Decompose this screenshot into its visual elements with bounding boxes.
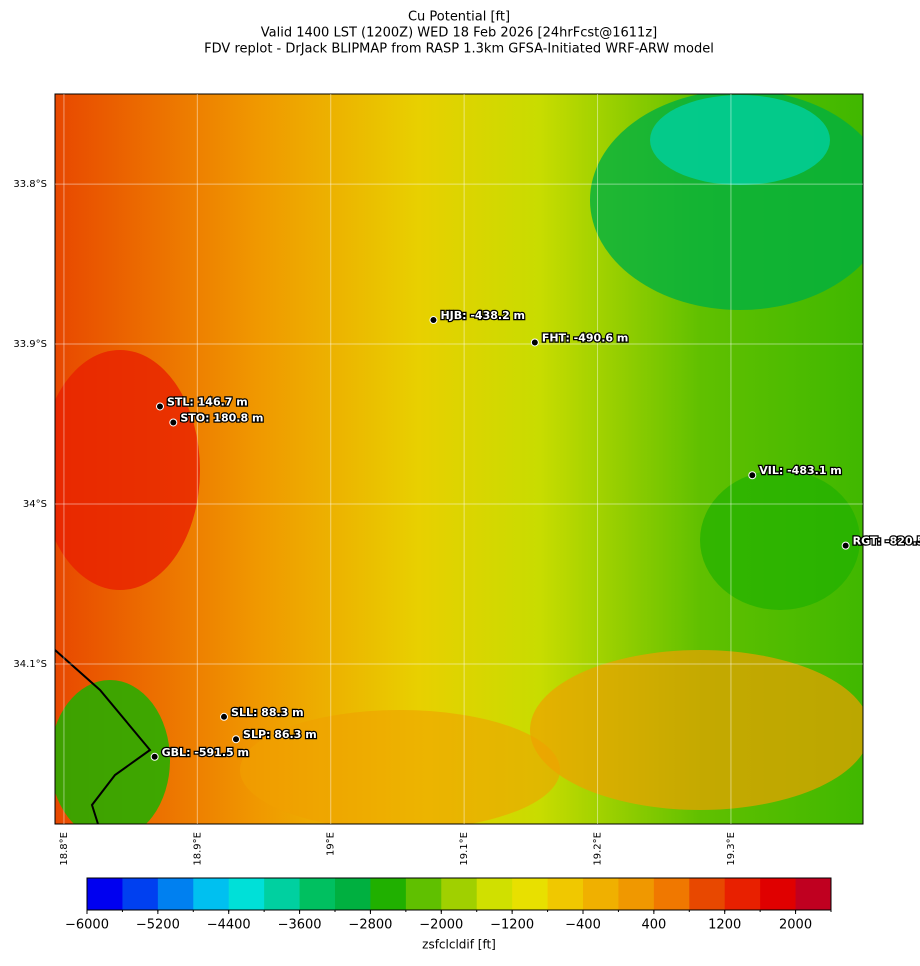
lon-tick-label: 19.1°E bbox=[459, 832, 470, 866]
colorbar-segment bbox=[653, 878, 690, 910]
lon-tick-label: 18.9°E bbox=[192, 832, 203, 866]
station-label: RGT: -820.5 m bbox=[853, 535, 920, 548]
station-label: HJB: -438.2 m bbox=[440, 309, 525, 322]
colorbar-tick-label: −4400 bbox=[207, 918, 251, 933]
colorbar-tick-label: −2000 bbox=[419, 918, 463, 933]
colorbar-segment bbox=[724, 878, 761, 910]
lat-tick-label: 34°S bbox=[23, 499, 47, 510]
station-marker bbox=[530, 338, 539, 347]
colorbar-segment bbox=[795, 878, 832, 910]
lon-tick-label: 19.3°E bbox=[726, 832, 737, 866]
colorbar-segment bbox=[122, 878, 159, 910]
lat-tick-label: 34.1°S bbox=[13, 659, 47, 670]
station-marker bbox=[150, 752, 159, 761]
colorbar-label: zsfclcldif [ft] bbox=[422, 938, 496, 952]
station-marker bbox=[220, 712, 229, 721]
station-marker bbox=[748, 471, 757, 480]
title-line: FDV replot - DrJack BLIPMAP from RASP 1.… bbox=[204, 42, 714, 57]
colorbar-segment bbox=[299, 878, 336, 910]
colorbar-tick-label: 2000 bbox=[779, 918, 812, 933]
station-marker bbox=[169, 418, 178, 427]
colorbar-tick-label: −6000 bbox=[65, 918, 109, 933]
lat-tick-label: 33.9°S bbox=[13, 339, 47, 350]
colorbar-tick-label: −1200 bbox=[490, 918, 534, 933]
station-label: SLP: 86.3 m bbox=[243, 728, 317, 741]
station-label: STL: 146.7 m bbox=[167, 395, 248, 408]
colorbar-tick-label: 400 bbox=[641, 918, 666, 933]
station-label: SLL: 88.3 m bbox=[231, 706, 304, 719]
colorbar-tick-label: −5200 bbox=[136, 918, 180, 933]
map-field bbox=[55, 94, 863, 824]
colorbar-segment bbox=[193, 878, 230, 910]
colorbar-frame bbox=[86, 877, 832, 911]
title-line: Valid 1400 LST (1200Z) WED 18 Feb 2026 [… bbox=[261, 26, 657, 41]
colorbar-segment bbox=[583, 878, 619, 910]
title-line: Cu Potential [ft] bbox=[408, 10, 510, 25]
station-marker bbox=[232, 735, 241, 744]
colorbar-segment bbox=[760, 878, 797, 910]
station-marker bbox=[841, 541, 850, 550]
colorbar-tick-label: −2800 bbox=[348, 918, 392, 933]
station-marker bbox=[429, 316, 438, 325]
lon-tick-label: 18.8°E bbox=[59, 832, 70, 866]
colorbar-segment bbox=[441, 878, 478, 910]
station-label: VIL: -483.1 m bbox=[759, 464, 842, 477]
colorbar-tick-label: −3600 bbox=[278, 918, 322, 933]
colorbar: −6000 −5200 −4400 −3600 −2800 −2000 −1200 −400 4… bbox=[65, 877, 832, 933]
colorbar-segment bbox=[547, 878, 584, 910]
lon-tick-label: 19.2°E bbox=[593, 832, 604, 866]
lat-tick-label: 33.8°S bbox=[13, 179, 47, 190]
colorbar-segment bbox=[370, 878, 407, 910]
station-label: FHT: -490.6 m bbox=[542, 331, 629, 344]
colorbar-tick-label: −400 bbox=[565, 918, 601, 933]
colorbar-segment bbox=[689, 878, 726, 910]
colorbar-segment bbox=[335, 878, 371, 910]
colorbar-segment bbox=[87, 878, 123, 910]
colorbar-tick-label: 1200 bbox=[708, 918, 741, 933]
colorbar-segment bbox=[512, 878, 549, 910]
lon-tick-label: 19°E bbox=[326, 832, 337, 856]
station-marker bbox=[155, 402, 164, 411]
colorbar-segment bbox=[157, 878, 194, 910]
colorbar-segment bbox=[476, 878, 513, 910]
colorbar-segment bbox=[264, 878, 301, 910]
colorbar-segment bbox=[228, 878, 265, 910]
colorbar-segment bbox=[405, 878, 442, 910]
station-label: STO: 180.8 m bbox=[180, 411, 263, 424]
station-label: GBL: -591.5 m bbox=[162, 746, 249, 759]
map-frame bbox=[54, 93, 864, 825]
colorbar-segment bbox=[618, 878, 655, 910]
